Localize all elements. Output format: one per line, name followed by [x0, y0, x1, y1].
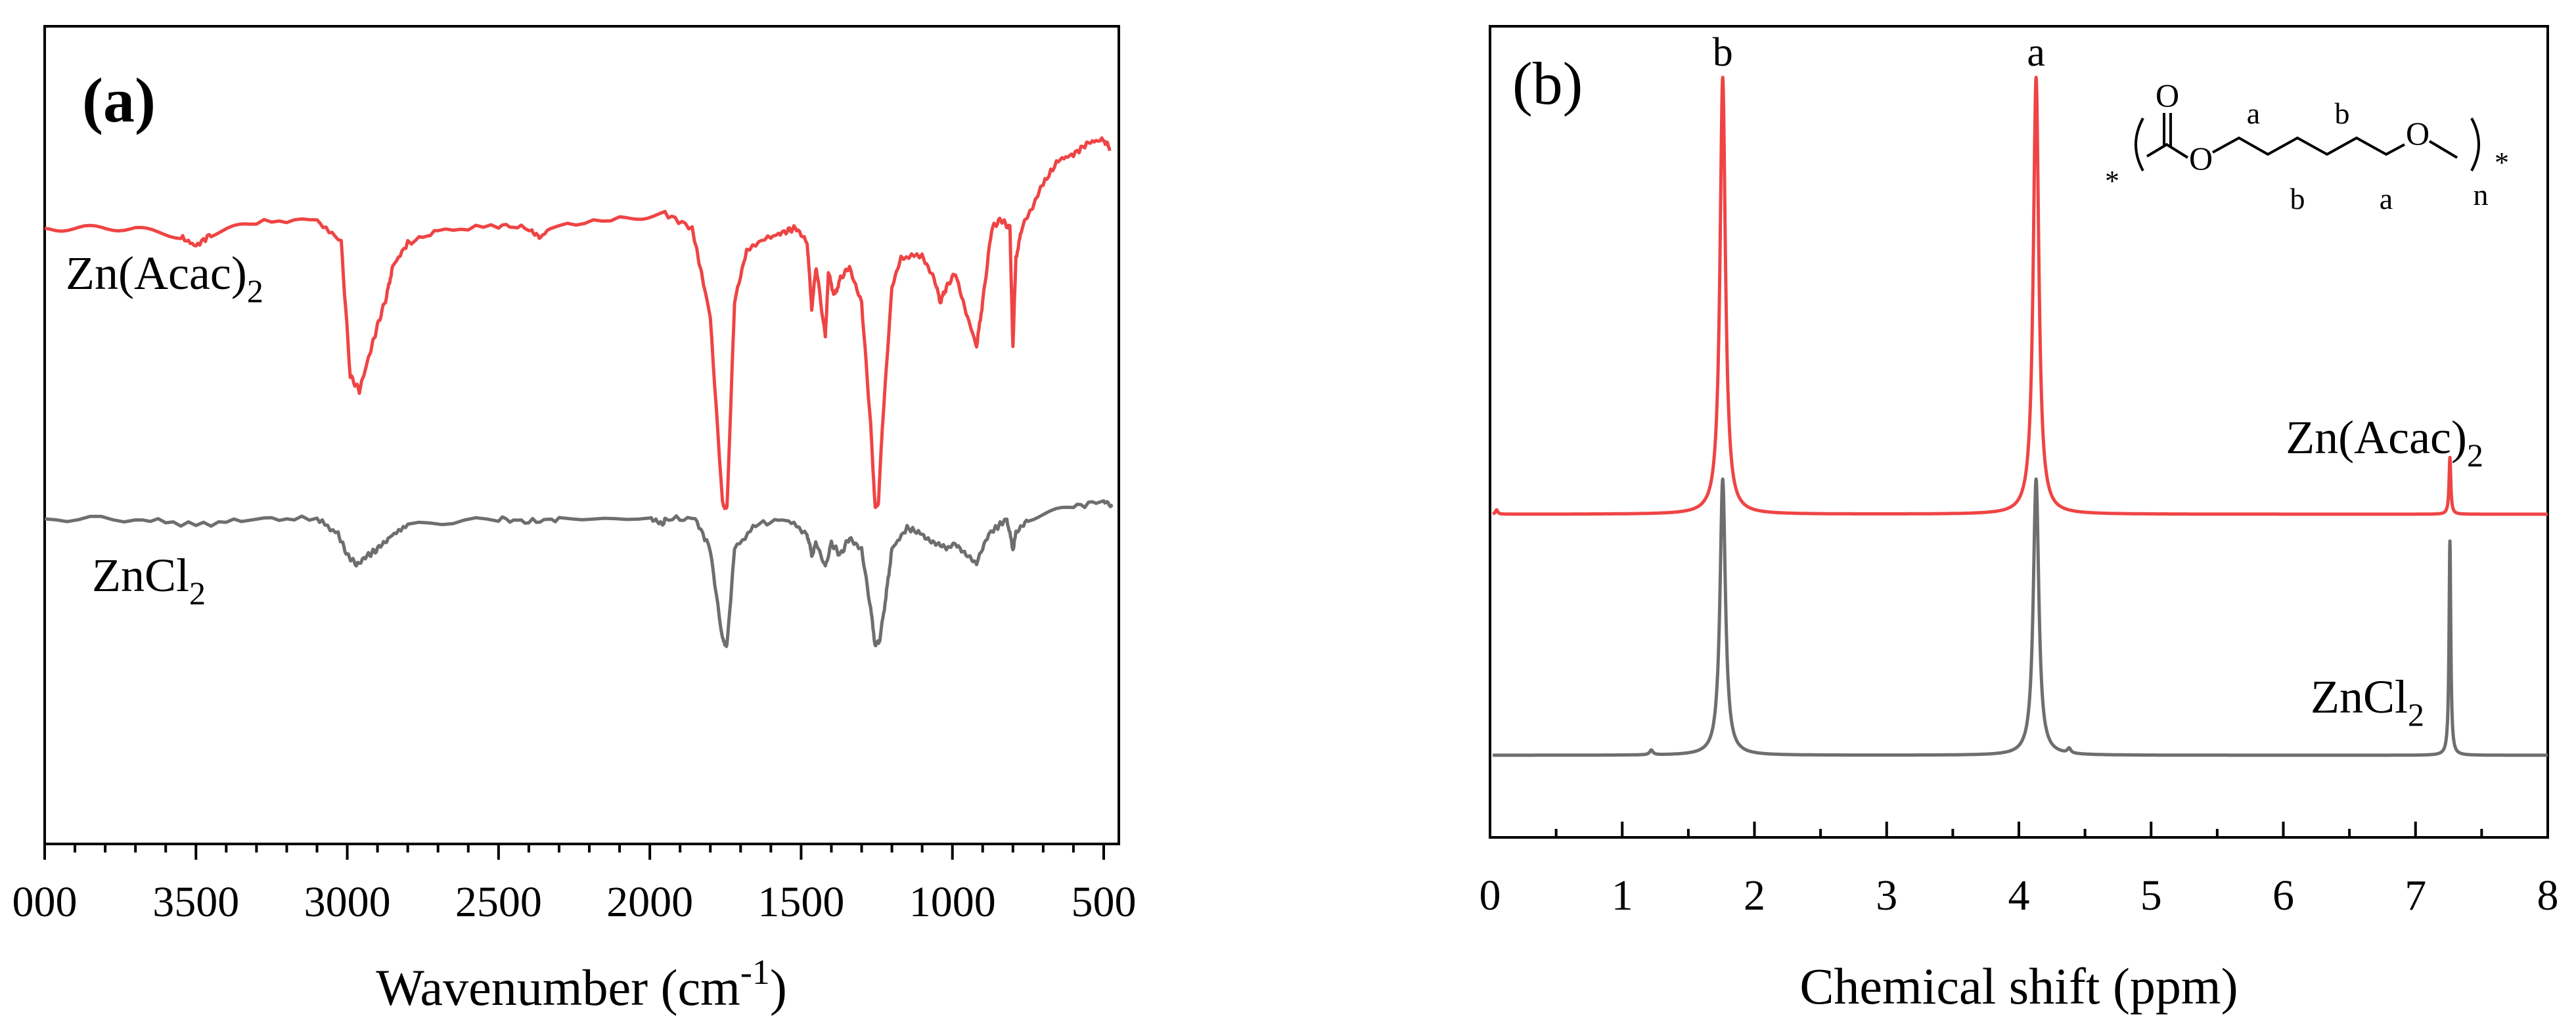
x-tick-label: 2	[1744, 872, 1765, 919]
x-tick-label: 3000	[304, 878, 391, 926]
panel-a-x-axis-title: Wavenumber (cm-1)	[376, 952, 787, 1016]
panel-b-x-axis-title: Chemical shift (ppm)	[1799, 958, 2238, 1015]
x-tick-label: 1500	[757, 878, 844, 926]
panel-b-series-label-zncl2: ZnCl2	[2311, 671, 2424, 733]
peak-label-a: a	[2027, 30, 2045, 75]
x-tick-label: 4	[2008, 872, 2030, 919]
x-tick-label: 7	[2405, 872, 2426, 919]
x-tick-label: 000	[12, 878, 78, 926]
panel-a-x-ticks	[43, 844, 1105, 860]
x-tick-label: 2000	[606, 878, 693, 926]
panel-a-x-tick-labels: 000 3500 3000 2500 2000 1500 1000 500	[12, 878, 1137, 926]
x-tick-label: 1	[1612, 872, 1633, 919]
x-tick-label: 2500	[455, 878, 542, 926]
structure-left-bracket	[2135, 118, 2144, 171]
panel-a-series-label-zn-acac2: Zn(Acac)2	[66, 247, 263, 309]
x-tick-label: 8	[2537, 872, 2559, 919]
x-tick-label: 6	[2272, 872, 2294, 919]
panel-a-series-label-zncl2: ZnCl2	[92, 549, 206, 611]
structure-atom-o-ester: O	[2189, 140, 2213, 177]
series-line-zncl2	[1491, 477, 2549, 757]
panel-b-series-label-zn-acac2: Zn(Acac)2	[2286, 411, 2483, 474]
panel-a-label: (a)	[82, 65, 156, 135]
panel-b-x-ticks	[1489, 822, 2549, 837]
structure-end-left: *	[2105, 165, 2119, 197]
structure-atom-o-carbonyl: O	[2156, 77, 2179, 114]
panel-b-series	[1491, 76, 2549, 757]
panel-a-series	[44, 136, 1114, 648]
structure-bond-carbonyl	[2146, 143, 2189, 159]
x-tick-label: 1000	[909, 878, 996, 926]
structure-label-b-bottom: b	[2290, 182, 2305, 215]
structure-chain	[2212, 136, 2405, 156]
panel-b-x-tick-labels: 0 1 2 3 4 5 6 7 8	[1480, 872, 2559, 919]
x-tick-label: 3500	[152, 878, 239, 926]
structure-right-bracket	[2470, 118, 2480, 171]
series-line-zn-acac2	[44, 136, 1112, 510]
structure-label-a-bottom: a	[2380, 182, 2393, 215]
structure-atom-o-ether: O	[2406, 115, 2429, 152]
x-tick-label: 5	[2140, 872, 2162, 919]
polymer-structure	[2135, 113, 2480, 171]
series-line-zncl2	[44, 499, 1114, 648]
panel-a-plot-frame	[43, 25, 1120, 845]
structure-repeat-n: n	[2474, 178, 2489, 211]
structure-bond-end	[2428, 140, 2458, 159]
x-tick-label: 0	[1480, 872, 1501, 919]
structure-label-b-top: b	[2335, 97, 2350, 130]
panel-a-ftir-chart: (a) 000 3500 3000 2500 2000 1500 1000 500 Zn(Ac…	[12, 25, 1137, 1016]
structure-label-a-top: a	[2247, 97, 2260, 130]
panel-b-label: (b)	[1512, 50, 1583, 117]
series-line-zn-acac2	[1491, 76, 2549, 516]
x-tick-label: 500	[1071, 878, 1136, 926]
x-tick-label: 3	[1876, 872, 1897, 919]
polymer-structure-text: O O O * * n a b b a	[2105, 77, 2509, 215]
structure-end-right: *	[2495, 146, 2509, 179]
peak-label-b: b	[1713, 30, 1733, 75]
